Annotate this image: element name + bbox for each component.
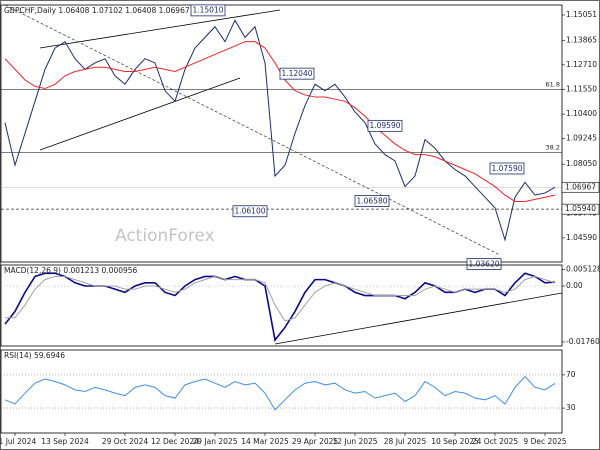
price-box: [561, 203, 600, 215]
panel-frame: [0, 4, 563, 263]
annotation-box: [279, 67, 315, 80]
support-label: 1.05940: [565, 204, 596, 213]
fib-label: 38.2: [546, 143, 560, 151]
line-series: [4, 19, 556, 242]
y-tick-label: 1.11550: [566, 85, 597, 94]
x-tick-label: 13 Sep 2024: [41, 437, 89, 446]
y-tick-label: -0.017609: [566, 337, 600, 346]
x-tick-label: 24 Oct 2025: [472, 437, 519, 446]
annotation-label: 1.06100: [234, 207, 265, 216]
x-tick-label: 29 Oct 2024: [102, 437, 149, 446]
y-tick-label: 1.04590: [566, 233, 597, 242]
panel-frame: [0, 349, 563, 434]
panel-title: RSI(14) 59.6946: [4, 351, 65, 360]
y-tick-label: 1.08050: [566, 159, 597, 168]
panel-title: GBPCHF,Daily 1.06408 1.07102 1.06408 1.0…: [4, 6, 190, 15]
y-tick-label: 0.00: [566, 281, 583, 290]
annotation-box: [232, 205, 268, 218]
x-tick-label: 9 Dec 2025: [523, 437, 566, 446]
annotation-label: 1.03620: [468, 259, 499, 268]
fib-label: 61.8: [546, 81, 560, 89]
x-tick-label: 12 Jun 2025: [332, 437, 377, 446]
y-tick-label: 0.005128: [566, 265, 600, 274]
annotation-label: 1.07590: [491, 164, 522, 173]
annotation-label: 1.09590: [369, 121, 400, 130]
annotation-label: 1.15010: [192, 6, 223, 15]
annotation-box: [354, 195, 390, 207]
line-series: [5, 275, 556, 322]
y-tick-label: 1.13865: [566, 35, 597, 44]
x-tick-label: 31 Jul 2024: [0, 437, 36, 446]
annotation-box: [489, 162, 525, 175]
annotation-box: [190, 4, 226, 17]
trend-line: [39, 77, 241, 151]
annotation-label: 1.06580: [356, 196, 387, 205]
panel-title: MACD(12,26,9) 0.001213 0.000956: [4, 266, 138, 275]
y-tick-label: 1.15051: [566, 10, 597, 19]
x-tick-label: 14 Mar 2025: [241, 437, 289, 446]
trend-line: [4, 4, 501, 256]
y-tick-label: 30: [566, 403, 576, 412]
x-tick-label: 28 Jul 2025: [384, 437, 427, 446]
x-tick-label: 29 Apr 2025: [292, 437, 339, 446]
watermark: ActionForex: [115, 226, 215, 246]
y-tick-label: 1.09245: [566, 134, 597, 143]
x-tick-label: 10 Sep 2025: [431, 437, 479, 446]
x-tick-label: 12 Dec 2024: [151, 437, 199, 446]
trend-line: [39, 9, 281, 49]
annotation-box: [367, 119, 403, 132]
annotation-label: 1.12040: [281, 69, 312, 78]
y-tick-label: 70: [566, 370, 576, 379]
last-price-label: 1.06967: [565, 182, 596, 191]
x-tick-label: 29 Jan 2025: [193, 437, 238, 446]
trend-line: [274, 292, 563, 345]
panel-frame: [0, 264, 563, 347]
line-series: [4, 375, 556, 411]
y-tick-label: 1.12710: [566, 60, 597, 69]
price-box: [561, 181, 600, 193]
y-tick-label: 1.10400: [566, 109, 597, 118]
annotation-box: [466, 258, 502, 270]
